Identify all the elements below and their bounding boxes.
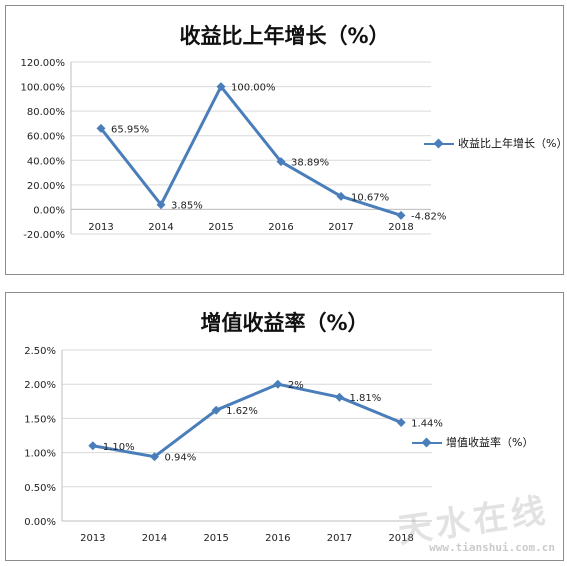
data-label: 10.67% — [351, 192, 389, 203]
data-label: -4.82% — [411, 211, 446, 222]
data-point — [336, 191, 346, 201]
data-point — [88, 441, 98, 451]
data-point — [273, 379, 283, 389]
watermark-url: www.tianshui.com.cn — [429, 541, 555, 554]
x-tick-label: 2018 — [388, 222, 413, 233]
data-point — [211, 405, 221, 415]
growth-chart-plot: -20.00% 0.00% 20.00% 40.00% 60.00% 80.00% 100.… — [21, 58, 447, 241]
data-label: 1.44% — [411, 419, 443, 430]
data-label: 3.85% — [171, 201, 203, 212]
x-tick-label: 2015 — [203, 533, 228, 544]
x-tick-label: 2013 — [88, 222, 113, 233]
data-point — [396, 210, 406, 220]
chart-legend: 收益比上年增长（%） — [424, 137, 567, 151]
y-tick-label: 2.50% — [24, 346, 56, 357]
y-tick-label: 0.00% — [33, 205, 65, 216]
series-line — [92, 382, 402, 459]
legend-line-marker-icon — [424, 137, 454, 151]
data-point — [335, 392, 344, 402]
chart-title: 增值收益率（%） — [200, 311, 369, 335]
x-tick-label: 2014 — [148, 222, 173, 233]
y-tick-label: 40.00% — [27, 156, 65, 167]
chart-panel-yield: 增值收益率（%） 0.00% 0.50% 1.00% 1.50% 2.00% 2.50% 2… — [5, 292, 564, 561]
y-tick-label: -20.00% — [23, 230, 65, 241]
x-tick-label: 2017 — [328, 222, 353, 233]
series-line — [99, 85, 402, 217]
x-tick-label: 2014 — [142, 533, 167, 544]
y-tick-label: 20.00% — [27, 181, 65, 192]
data-point — [150, 452, 159, 462]
legend-label: 收益比上年增长（%） — [458, 137, 567, 150]
data-label: 65.95% — [111, 124, 149, 135]
x-tick-label: 2016 — [265, 533, 290, 544]
y-tick-label: 100.00% — [21, 83, 66, 94]
y-tick-label: 80.00% — [27, 107, 65, 118]
chart-panel-growth: 收益比上年增长（%） -20.00% 0.00% 20.00% 40.00% 60.00… — [5, 5, 567, 275]
data-label: 100.00% — [231, 83, 276, 94]
y-tick-label: 0.00% — [24, 517, 56, 528]
data-label: 1.81% — [350, 393, 382, 404]
data-label: 1.10% — [103, 442, 135, 453]
data-label: 1.62% — [226, 406, 258, 417]
legend-line-marker-icon — [412, 436, 442, 450]
data-point — [96, 123, 106, 133]
chart-legend: 增值收益率（%） — [412, 436, 533, 450]
chart-title: 收益比上年增长（%） — [179, 24, 390, 48]
data-point — [276, 157, 286, 167]
y-tick-label: 1.00% — [24, 449, 56, 460]
y-tick-label: 120.00% — [21, 58, 66, 69]
x-tick-label: 2013 — [80, 533, 105, 544]
data-point — [396, 418, 406, 428]
data-label: 38.89% — [291, 158, 329, 169]
data-point — [216, 82, 226, 92]
data-label: 2% — [288, 380, 304, 391]
legend-label: 增值收益率（%） — [446, 436, 534, 449]
x-tick-label: 2018 — [388, 533, 413, 544]
y-tick-label: 1.50% — [24, 414, 56, 425]
y-tick-label: 2.00% — [24, 380, 56, 391]
x-tick-label: 2017 — [327, 533, 352, 544]
y-tick-label: 0.50% — [24, 483, 56, 494]
x-tick-label: 2016 — [268, 222, 293, 233]
data-label: 0.94% — [165, 453, 197, 464]
yield-chart-plot: 0.00% 0.50% 1.00% 1.50% 2.00% 2.50% 2013 2014 20… — [24, 346, 443, 544]
y-tick-label: 60.00% — [27, 132, 65, 143]
x-tick-label: 2015 — [208, 222, 233, 233]
data-point — [156, 200, 166, 210]
